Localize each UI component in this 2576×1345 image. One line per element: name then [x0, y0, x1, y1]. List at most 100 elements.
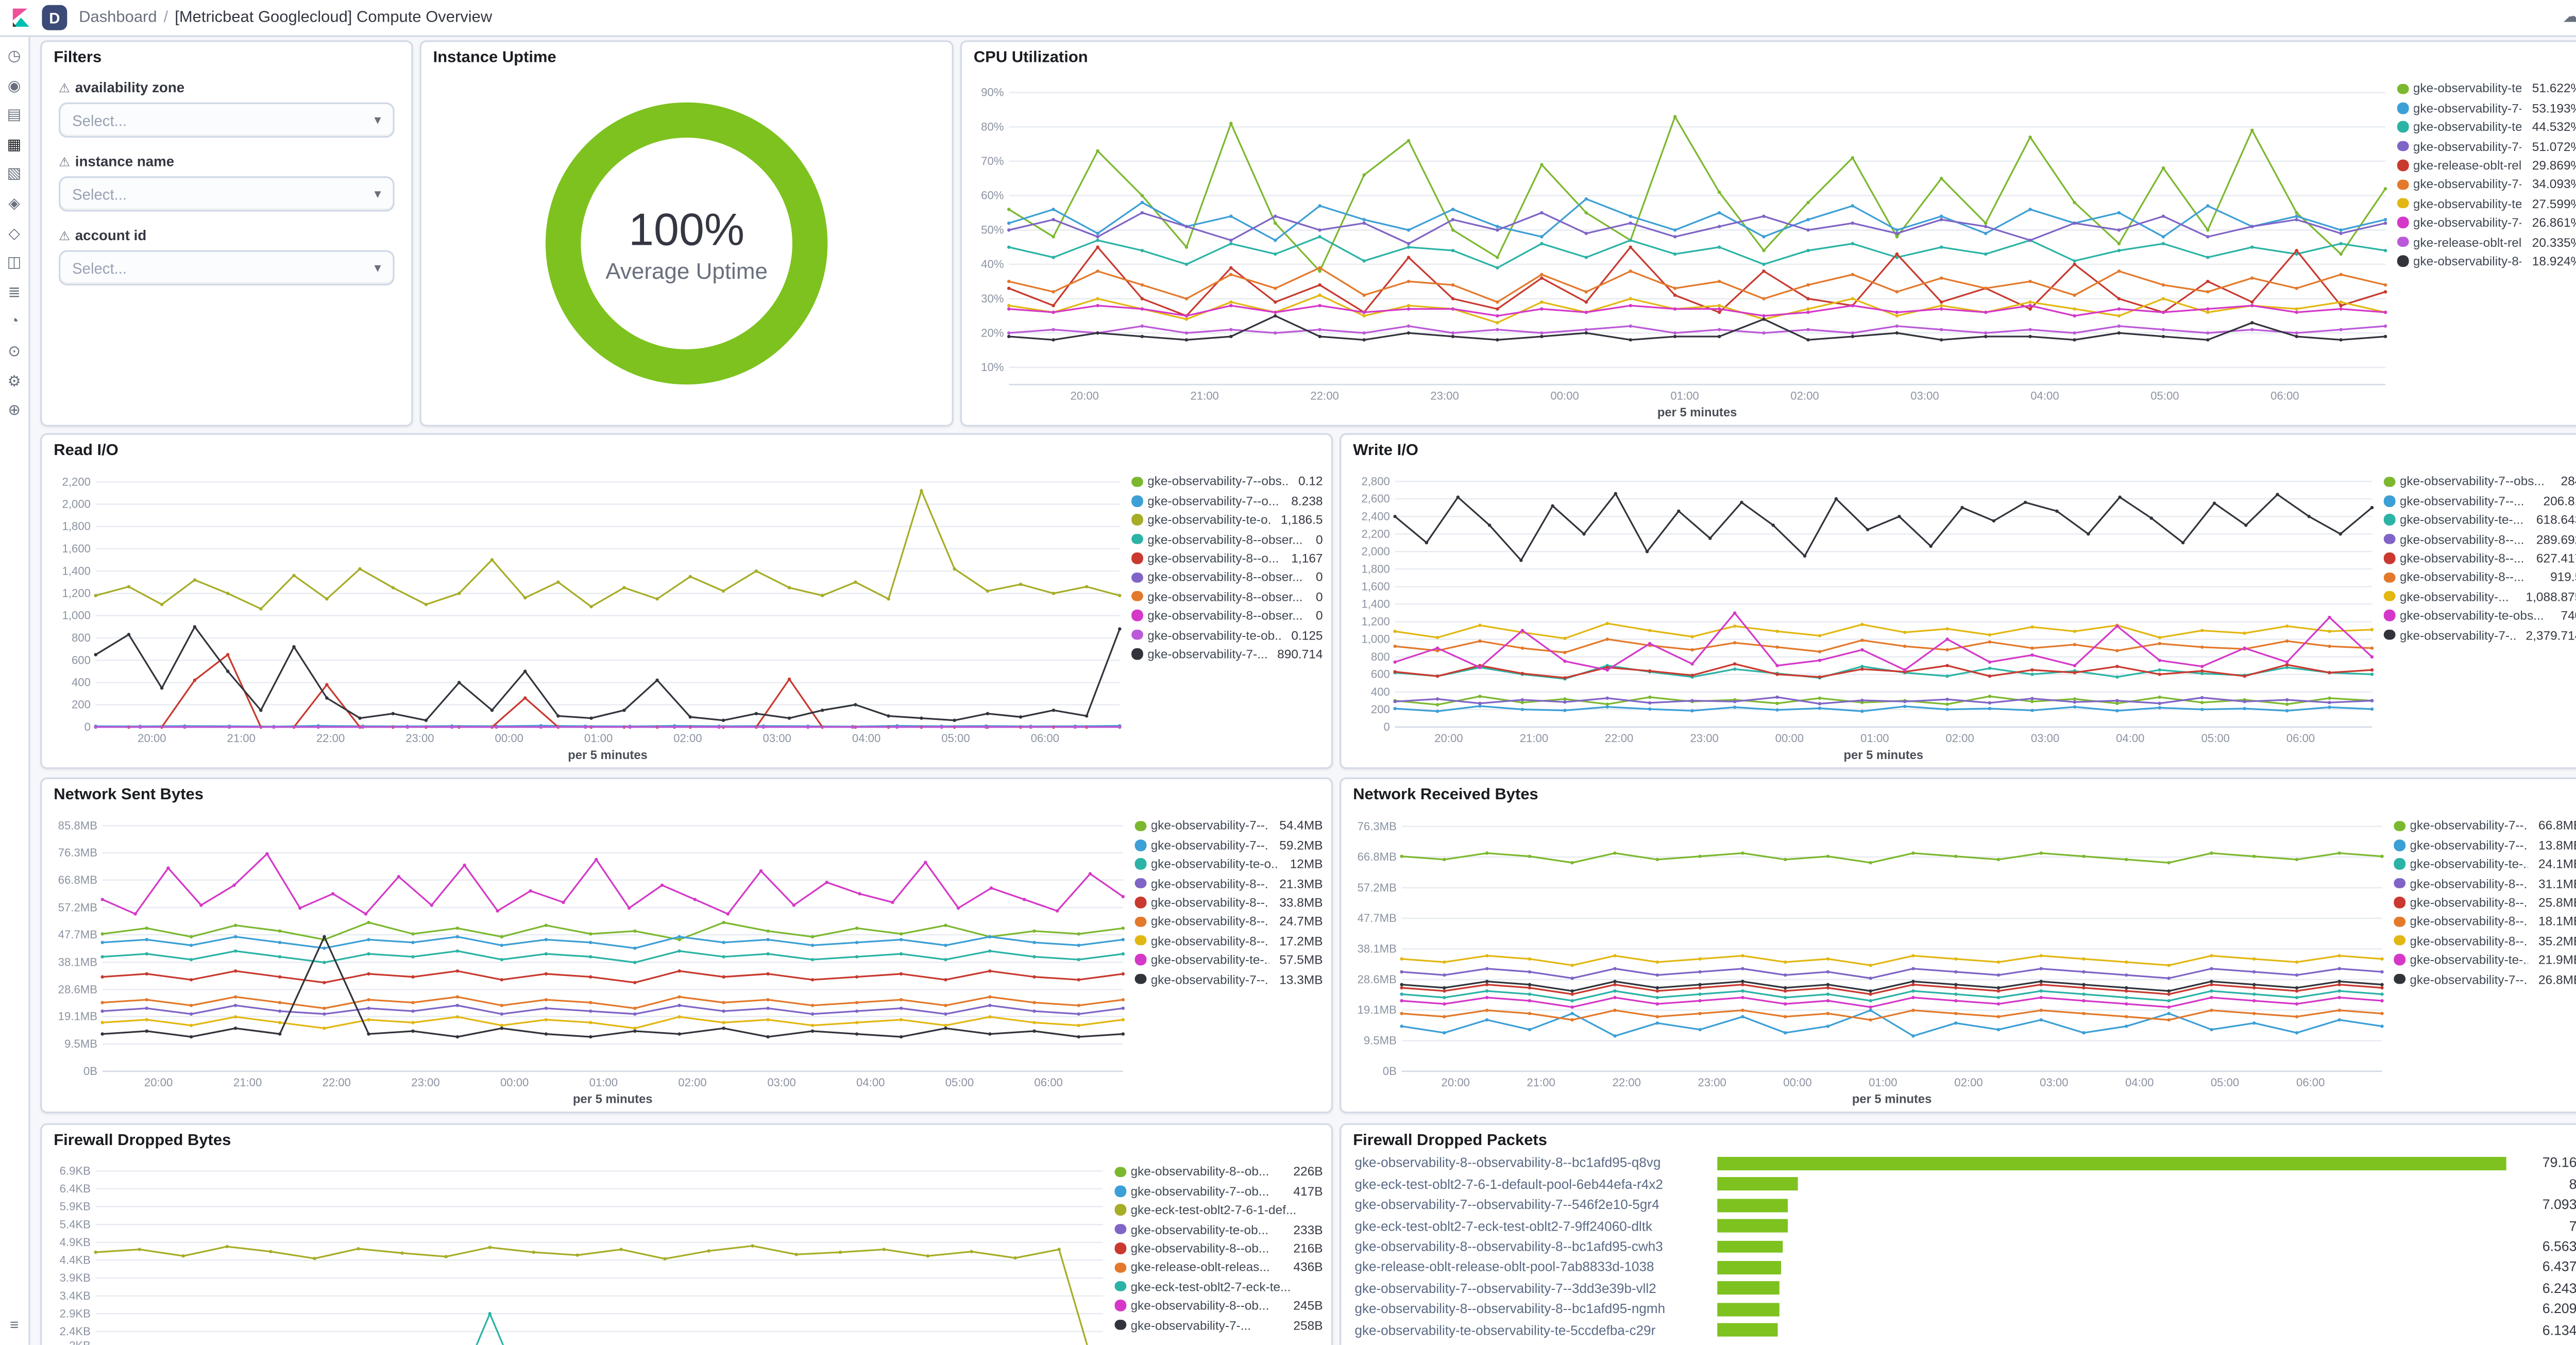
nav-stack-management-icon[interactable]: ⊕ — [8, 401, 21, 418]
legend-item[interactable]: gke-observability-7-... 34.093% — [2397, 176, 2576, 193]
legend-item[interactable]: gke-observability-7--... 206.81 — [2383, 493, 2576, 509]
legend-item[interactable]: gke-release-oblt-releas... 436B — [1114, 1259, 1323, 1276]
legend-item[interactable]: gke-observability-7-... 258B — [1114, 1317, 1323, 1333]
legend-item[interactable]: gke-observability-7--... 13.3MB — [1134, 971, 1323, 987]
legend-item[interactable]: gke-observability-8--... 627.417 — [2383, 550, 2576, 566]
legend-item[interactable]: gke-observability-te-... 51.622% — [2397, 80, 2576, 97]
nav-discover-icon[interactable]: ◉ — [7, 76, 21, 94]
cloud-deployment-icon[interactable]: ☁ — [2563, 8, 2576, 26]
bar-row[interactable]: gke-observability-te-observability-te-5c… — [1354, 1322, 2576, 1337]
legend-item[interactable]: gke-observability-te... 27.599% — [2397, 195, 2576, 212]
bar-row[interactable]: gke-observability-8--observability-8--bc… — [1354, 1156, 2576, 1171]
net_recv-chart-svg[interactable]: 76.3MB 66.8MB 57.2MB 47.7MB 38.1MB 28.6MB 19.1… — [1345, 802, 2392, 1108]
bar-row[interactable]: gke-eck-test-oblt2-7-6-1-default-pool-6e… — [1354, 1176, 2576, 1191]
legend-item[interactable]: gke-observability-8--ob... 216B — [1114, 1240, 1323, 1256]
nav-uptime-icon[interactable]: ⊙ — [8, 342, 21, 360]
legend-item[interactable]: gke-observability-te-... 57.5MB — [1134, 952, 1323, 968]
legend-item[interactable]: gke-observability-8--o... 1,167 — [1131, 550, 1323, 566]
legend-item[interactable]: gke-release-oblt-rel... 29.869% — [2397, 157, 2576, 174]
legend-item[interactable]: gke-observability-7--obs... 284 — [2383, 474, 2576, 490]
nav-recently-viewed-icon[interactable]: ◷ — [7, 47, 21, 64]
legend-item[interactable]: gke-observability-7--... 26.8MB — [2394, 971, 2576, 987]
filter-select-account-id[interactable]: Select... ▾ — [59, 250, 395, 285]
nav-machine-learning-icon[interactable]: ◇ — [8, 224, 20, 241]
space-avatar[interactable]: D — [42, 5, 67, 30]
nav-apm-icon[interactable]: ◔ — [9, 313, 19, 330]
legend-item[interactable]: gke-observability-te-obs... 740 — [2383, 608, 2576, 624]
legend-item[interactable]: gke-observability-te-o... 1,186.5 — [1131, 512, 1323, 528]
legend-item[interactable]: gke-observability-7--... 66.8MB — [2394, 818, 2576, 834]
collapse-nav-icon[interactable]: ≡ — [10, 1316, 19, 1334]
legend-item[interactable]: gke-observability-te-... 618.643 — [2383, 512, 2576, 528]
legend-item[interactable]: gke-observability-7--... 13.8MB — [2394, 837, 2576, 853]
legend-item[interactable]: gke-observability-8--... 24.7MB — [1134, 913, 1323, 930]
legend-item[interactable]: gke-observability-7-... 26.861% — [2397, 214, 2576, 231]
legend-item[interactable]: gke-observability-8--ob... 245B — [1114, 1298, 1323, 1314]
legend-item[interactable]: gke-release-oblt-rel... 20.335% — [2397, 233, 2576, 250]
legend-item[interactable]: gke-observability-8--... 31.1MB — [2394, 875, 2576, 892]
legend-item[interactable]: gke-observability-te-... 21.9MB — [2394, 952, 2576, 968]
legend-item[interactable]: gke-observability-8-... 18.924% — [2397, 253, 2576, 269]
legend-item[interactable]: gke-observability-8--... 919.5 — [2383, 569, 2576, 585]
legend-item[interactable]: gke-eck-test-oblt2-7-6-1-def... — [1114, 1202, 1323, 1218]
bar-row[interactable]: gke-observability-7--observability-7--54… — [1354, 1198, 2576, 1213]
nav-dev-tools-icon[interactable]: ⚙ — [7, 372, 21, 389]
legend-item[interactable]: gke-observability-te... 44.532% — [2397, 119, 2576, 136]
read_io-chart-svg[interactable]: 2,200 2,000 1,800 1,600 1,400 1,200 1,000 800 60… — [45, 459, 1130, 764]
legend-item[interactable]: gke-observability-7--obs... 0.12 — [1131, 474, 1323, 490]
svg-text:23:00: 23:00 — [1430, 389, 1459, 402]
legend-item[interactable]: gke-observability-8--... 289.692 — [2383, 531, 2576, 547]
legend-item[interactable]: gke-observability-8--... 17.2MB — [1134, 932, 1323, 949]
write-io-chart[interactable]: 2,800 2,600 2,400 2,200 2,000 1,800 1,600 1,400… — [1345, 459, 2382, 764]
nav-canvas-icon[interactable]: ▧ — [7, 165, 22, 182]
filter-select-instance-name[interactable]: Select... ▾ — [59, 176, 395, 212]
legend-item[interactable]: gke-observability-8--... 25.8MB — [2394, 894, 2576, 911]
bar-row[interactable]: gke-eck-test-oblt2-7-eck-test-oblt2-7-9f… — [1354, 1218, 2576, 1233]
legend-item[interactable]: gke-observability-8--obser... 0 — [1131, 531, 1323, 547]
legend-item[interactable]: gke-observability-8--ob... 226B — [1114, 1164, 1323, 1180]
legend-item[interactable]: gke-observability-8--... 35.2MB — [2394, 932, 2576, 949]
legend-item[interactable]: gke-observability-7-... 51.072% — [2397, 138, 2576, 155]
legend-item[interactable]: gke-observability-7-... 890.714 — [1131, 646, 1323, 662]
filter-select-availability-zone[interactable]: Select... ▾ — [59, 102, 395, 138]
legend-item[interactable]: gke-observability-7--... 59.2MB — [1134, 837, 1323, 853]
legend-item[interactable]: gke-observability-te-... 24.1MB — [2394, 856, 2576, 872]
nav-logs-icon[interactable]: ≣ — [8, 283, 21, 300]
network-received-chart[interactable]: 76.3MB 66.8MB 57.2MB 47.7MB 38.1MB 28.6MB 19.1… — [1345, 802, 2392, 1108]
legend-item[interactable]: gke-observability-8--obser... 0 — [1131, 608, 1323, 624]
legend-item[interactable]: gke-observability-8--... 33.8MB — [1134, 894, 1323, 911]
cpu-chart-svg[interactable]: 90% 80% 70% 60% 50% 40% 30% 20% 10% 20:00 21:00 22:… — [965, 65, 2396, 422]
bar-row[interactable]: gke-release-oblt-release-oblt-pool-7ab88… — [1354, 1260, 2576, 1275]
legend-item[interactable]: gke-observability-8--obser... 0 — [1131, 589, 1323, 605]
legend-item[interactable]: gke-observability-8--... 21.3MB — [1134, 875, 1323, 892]
legend-item[interactable]: gke-observability-7-... 53.193% — [2397, 100, 2576, 116]
elastic-logo[interactable] — [0, 7, 40, 28]
bar-row[interactable]: gke-observability-7--observability-7--3d… — [1354, 1281, 2576, 1296]
write_io-chart-svg[interactable]: 2,800 2,600 2,400 2,200 2,000 1,800 1,600 1,400… — [1345, 459, 2382, 764]
nav-dashboard-icon[interactable]: ▦ — [7, 136, 22, 153]
legend-item[interactable]: gke-observability-... 1,088.875 — [2383, 589, 2576, 605]
legend-item[interactable]: gke-eck-test-oblt2-7-eck-te... — [1114, 1279, 1323, 1295]
legend-item[interactable]: gke-observability-te-o... 12MB — [1134, 856, 1323, 872]
firewall-bytes-chart[interactable]: 6.9KB 6.4KB 5.9KB 5.4KB 4.9KB 4.4KB 3.9KB 3.4KB… — [45, 1149, 1113, 1345]
cpu-chart[interactable]: 90% 80% 70% 60% 50% 40% 30% 20% 10% 20:00 21:00 22:… — [965, 65, 2396, 422]
legend-item[interactable]: gke-observability-7--ob... 417B — [1114, 1183, 1323, 1199]
bar-row[interactable]: gke-observability-8--observability-8--bc… — [1354, 1343, 2576, 1345]
bar-row[interactable]: gke-observability-8--observability-8--bc… — [1354, 1302, 2576, 1317]
nav-visualize-icon[interactable]: ▤ — [7, 106, 22, 123]
legend-item[interactable]: gke-observability-te-ob... 233B — [1114, 1221, 1323, 1237]
net_sent-chart-svg[interactable]: 85.8MB 76.3MB 66.8MB 57.2MB 47.7MB 38.1MB 28.6… — [45, 802, 1133, 1108]
legend-item[interactable]: gke-observability-7-... 2,379.714 — [2383, 627, 2576, 643]
read-io-chart[interactable]: 2,200 2,000 1,800 1,600 1,400 1,200 1,000 800 60… — [45, 459, 1130, 764]
nav-metrics-icon[interactable]: ◫ — [7, 254, 22, 271]
legend-item[interactable]: gke-observability-8--obser... 0 — [1131, 569, 1323, 585]
bar-row[interactable]: gke-observability-8--observability-8--bc… — [1354, 1239, 2576, 1254]
legend-item[interactable]: gke-observability-8--... 18.1MB — [2394, 913, 2576, 930]
breadcrumb-section[interactable]: Dashboard — [79, 8, 157, 27]
legend-item[interactable]: gke-observability-7--o... 8.238 — [1131, 493, 1323, 509]
network-sent-chart[interactable]: 85.8MB 76.3MB 66.8MB 57.2MB 47.7MB 38.1MB 28.6… — [45, 802, 1133, 1108]
legend-item[interactable]: gke-observability-te-ob... 0.125 — [1131, 627, 1323, 643]
nav-maps-icon[interactable]: ◈ — [8, 194, 20, 212]
legend-item[interactable]: gke-observability-7--... 54.4MB — [1134, 818, 1323, 834]
fw_bytes-chart-svg[interactable]: 6.9KB 6.4KB 5.9KB 5.4KB 4.9KB 4.4KB 3.9KB 3.4KB… — [45, 1149, 1113, 1345]
